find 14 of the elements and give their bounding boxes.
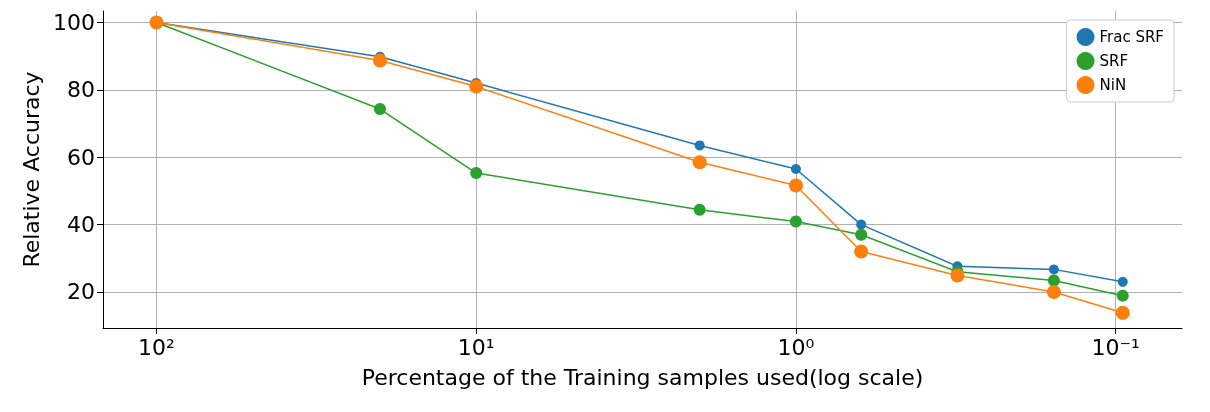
legend-label: NiN [1099, 76, 1127, 94]
x-tick-label: 10⁻¹ [1091, 334, 1140, 360]
legend-label: Frac SRF [1099, 28, 1164, 46]
legend-label: SRF [1099, 52, 1129, 70]
y-tick-label: 100 [53, 9, 95, 35]
y-tick-label: 80 [67, 77, 95, 103]
y-axis-title: Relative Accuracy [18, 71, 44, 268]
y-tick-label: 60 [67, 144, 95, 170]
x-tick-label: 10¹ [457, 334, 495, 360]
x-tick-label: 10⁰ [777, 334, 815, 360]
x-axis-title: Percentage of the Training samples used(log scale) [361, 364, 924, 390]
x-tick-label: 10² [138, 334, 175, 360]
y-tick-label: 20 [67, 279, 95, 305]
y-tick-label: 40 [67, 212, 95, 238]
